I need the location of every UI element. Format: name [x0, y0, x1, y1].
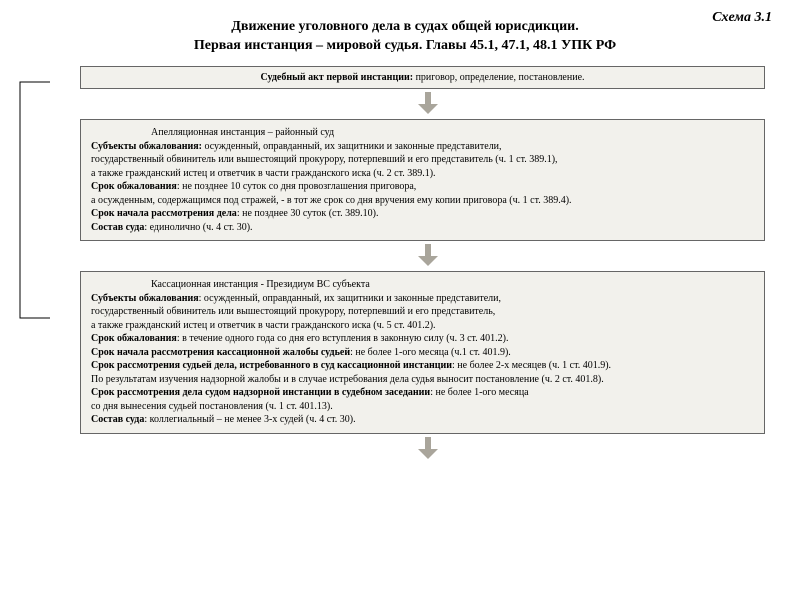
box3-l9: со дня вынесения судьей постановления (ч… — [91, 400, 754, 414]
box2-l3: а также гражданский истец и ответчик в ч… — [91, 167, 754, 181]
box3-sroknadz-lbl: Срок рассмотрения дела судом надзорной и… — [91, 387, 430, 398]
box3-srokistr-lbl: Срок рассмотрения судьей дела, истребова… — [91, 360, 452, 371]
chevron-down-icon — [408, 437, 448, 461]
box3-srokistr: : не более 2-х месяцев (ч. 1 ст. 401.9). — [452, 360, 611, 371]
box3-l7: По результатам изучения надзорной жалобы… — [91, 373, 754, 387]
box3-sost: : коллегиальный – не менее 3-х судей (ч.… — [144, 414, 355, 425]
box-appeal: Апелляционная инстанция – районный суд С… — [80, 119, 765, 241]
box2-sost-lbl: Состав суда — [91, 222, 144, 233]
title-line2: Первая инстанция – мировой судья. Главы … — [194, 38, 616, 53]
box1-text: приговор, определение, постановление. — [413, 72, 584, 83]
box-cassation: Кассационная инстанция - Президиум ВС су… — [80, 271, 765, 434]
box3-header: Кассационная инстанция - Президиум ВС су… — [91, 278, 754, 292]
box3-srokob-lbl: Срок обжалования — [91, 333, 177, 344]
box2-sost: : единолично (ч. 4 ст. 30). — [144, 222, 252, 233]
title: Движение уголовного дела в судах общей ю… — [100, 18, 710, 56]
box3-l2: государственный обвинитель или вышестоящ… — [91, 305, 754, 319]
box2-header: Апелляционная инстанция – районный суд — [91, 126, 754, 140]
box3-srokob: : в течение одного года со дня его вступ… — [177, 333, 509, 344]
title-line1: Движение уголовного дела в судах общей ю… — [231, 19, 578, 34]
box2-subj: осужденный, оправданный, их защитники и … — [202, 141, 502, 152]
box3-sroknrj: : не более 1-ого месяца (ч.1 ст. 401.9). — [350, 347, 511, 358]
box1-prefix: Судебный акт первой инстанции: — [260, 72, 413, 83]
box2-srokob: : не позднее 10 суток со дня провозглаше… — [177, 181, 416, 192]
arrow-3 — [75, 437, 780, 461]
box2-srokob-lbl: Срок обжалования — [91, 181, 177, 192]
box2-sroknr: : не позднее 30 суток (ст. 389.10). — [237, 208, 379, 219]
box3-sroknadz: : не более 1-ого месяца — [430, 387, 528, 398]
box3-l3: а также гражданский истец и ответчик в ч… — [91, 319, 754, 333]
connector-bracket — [14, 80, 50, 480]
box-first-instance: Судебный акт первой инстанции: приговор,… — [80, 66, 765, 90]
arrow-2 — [75, 244, 780, 268]
box3-sroknrj-lbl: Срок начала рассмотрения кассационной жа… — [91, 347, 350, 358]
box2-subj-lbl: Субъекты обжалования: — [91, 141, 202, 152]
chevron-down-icon — [408, 92, 448, 116]
box3-subj-lbl: Субъекты обжалования — [91, 293, 199, 304]
box2-sroknr-lbl: Срок начала рассмотрения дела — [91, 208, 237, 219]
box2-l2: государственный обвинитель или вышестоящ… — [91, 153, 754, 167]
box3-sost-lbl: Состав суда — [91, 414, 144, 425]
arrow-1 — [75, 92, 780, 116]
box3-subj: : осужденный, оправданный, их защитники … — [199, 293, 501, 304]
scheme-label: Схема 3.1 — [712, 10, 772, 26]
box2-l5: а осужденным, содержащимся под стражей, … — [91, 194, 754, 208]
chevron-down-icon — [408, 244, 448, 268]
